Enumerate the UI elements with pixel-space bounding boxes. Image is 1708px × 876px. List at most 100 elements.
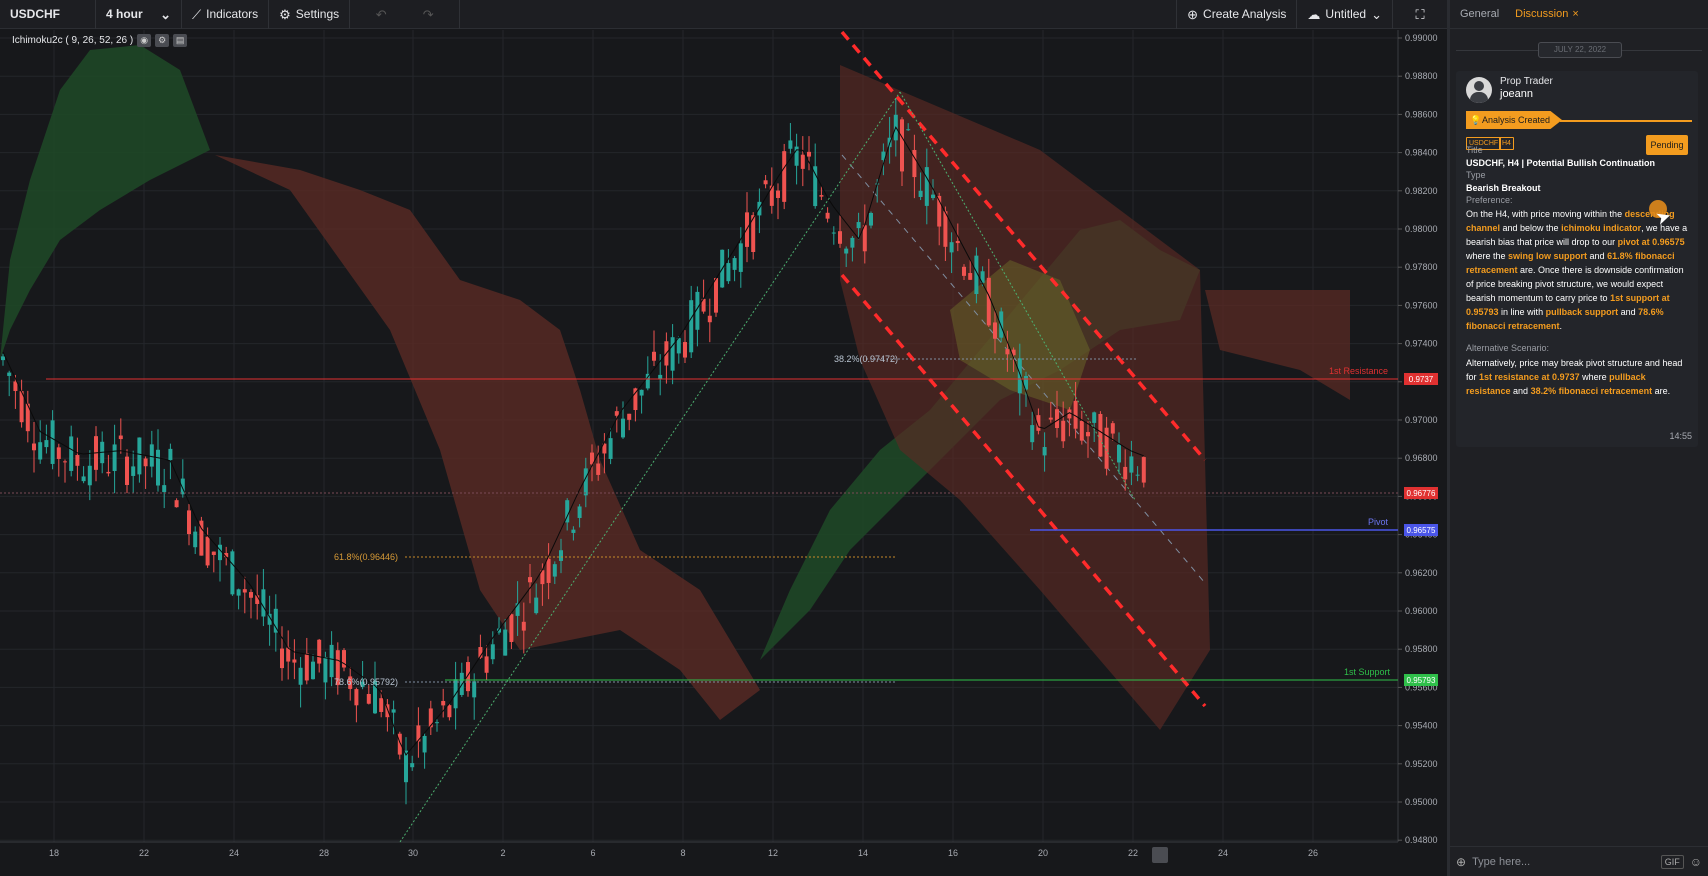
candle-body bbox=[614, 411, 619, 416]
date-tick-label: 24 bbox=[1218, 848, 1228, 858]
title-label: Title bbox=[1466, 145, 1483, 155]
candle-body bbox=[187, 510, 191, 535]
alt-text: where bbox=[1579, 372, 1610, 382]
indicators-button[interactable]: ⟋ Indicators bbox=[182, 0, 270, 29]
author-name[interactable]: joeann bbox=[1500, 88, 1534, 100]
candle-body bbox=[962, 266, 966, 276]
time-axis[interactable]: 18 22 24 28 30 2 6 8 12 14 16 20 22 24 26 bbox=[0, 841, 1398, 858]
fullscreen-button[interactable]: ⛶ bbox=[1393, 0, 1447, 29]
alt-text: are. bbox=[1652, 386, 1671, 396]
candle-body bbox=[1110, 423, 1115, 434]
event-banner: 💡 Analysis Created bbox=[1466, 111, 1562, 129]
candle-body bbox=[81, 476, 86, 482]
candle-body bbox=[707, 315, 712, 323]
message-input[interactable] bbox=[1472, 855, 1655, 868]
date-tick-label: 28 bbox=[319, 848, 329, 858]
author-role: Prop Trader bbox=[1500, 76, 1553, 87]
panel-splitter[interactable] bbox=[1447, 0, 1450, 876]
candle-body bbox=[788, 140, 793, 149]
fib-382-label: 38.2%(0.97472) bbox=[834, 354, 898, 364]
candle-body bbox=[1073, 400, 1078, 429]
candle-body bbox=[596, 463, 601, 475]
gear-icon: ⚙ bbox=[279, 6, 291, 22]
candle-body bbox=[1048, 417, 1053, 420]
close-icon[interactable]: × bbox=[1572, 8, 1579, 20]
symbol-selector[interactable]: USDCHF bbox=[0, 0, 96, 29]
candle-body bbox=[540, 570, 545, 585]
candle-body bbox=[993, 322, 997, 339]
trash-icon[interactable]: ▤ bbox=[173, 34, 188, 47]
candle-body bbox=[447, 705, 452, 718]
candle-body bbox=[304, 653, 309, 681]
candle-body bbox=[311, 661, 315, 680]
date-separator: JULY 22, 2022 bbox=[1450, 39, 1708, 63]
candle-body bbox=[1036, 415, 1041, 431]
date-tick-label: 30 bbox=[408, 848, 418, 858]
lightbulb-icon: 💡 bbox=[1470, 115, 1482, 125]
candle-body bbox=[348, 676, 353, 689]
desc-highlight: swing low support bbox=[1508, 251, 1588, 261]
candle-body bbox=[335, 650, 340, 686]
candle-body bbox=[373, 681, 377, 714]
eye-icon[interactable]: ◉ bbox=[137, 34, 152, 47]
emoji-icon[interactable]: ☺ bbox=[1689, 854, 1702, 869]
candle-body bbox=[478, 647, 483, 658]
alert-icon[interactable] bbox=[1152, 847, 1168, 863]
gear-icon[interactable]: ⚙ bbox=[155, 34, 170, 47]
support-price-tag bbox=[1404, 674, 1438, 686]
candle-body bbox=[825, 212, 830, 219]
avatar-body bbox=[1470, 92, 1488, 103]
candle-body bbox=[13, 381, 18, 392]
analysis-title: USDCHF, H4 | Potential Bullish Continuat… bbox=[1466, 158, 1656, 168]
candle-body bbox=[931, 194, 935, 199]
tab-discussion-wrap[interactable]: Discussion × bbox=[1515, 8, 1579, 20]
fullscreen-icon: ⛶ bbox=[1415, 6, 1425, 22]
create-analysis-button[interactable]: ⊕ Create Analysis bbox=[1176, 0, 1298, 29]
layout-selector[interactable]: ☁ Untitled ⌄ bbox=[1297, 0, 1393, 29]
plus-circle-icon[interactable]: ⊕ bbox=[1456, 854, 1467, 869]
current-price: 0.96776 bbox=[1407, 489, 1436, 498]
panel-tabs: General Discussion × bbox=[1450, 0, 1708, 29]
avatar[interactable] bbox=[1466, 77, 1492, 103]
candle-body bbox=[156, 449, 160, 486]
candle-body bbox=[776, 190, 780, 198]
tab-general[interactable]: General bbox=[1460, 8, 1500, 20]
candle-body bbox=[292, 659, 297, 663]
event-line bbox=[1560, 120, 1692, 122]
price-tick-label: 0.95200 bbox=[1405, 759, 1438, 769]
candle-body bbox=[565, 500, 570, 523]
chart-overlays bbox=[2, 126, 1144, 756]
settings-button[interactable]: ⚙ Settings bbox=[269, 0, 351, 29]
candle-body bbox=[143, 458, 148, 467]
candle-body bbox=[1117, 444, 1121, 463]
candle-body bbox=[621, 418, 625, 438]
desc-highlight: 78.6% fibonacci retracement bbox=[1466, 307, 1664, 331]
ichimoku-cloud bbox=[0, 45, 1350, 730]
tab-discussion[interactable]: Discussion bbox=[1515, 8, 1569, 20]
price-chart[interactable]: 0.99000 0.98800 0.98600 0.98400 0.98200 0.980… bbox=[0, 30, 1447, 876]
candle-body bbox=[360, 681, 365, 687]
undo-icon[interactable]: ↶ bbox=[375, 6, 387, 22]
candle-body bbox=[32, 443, 36, 451]
price-tick-label: 0.97400 bbox=[1405, 339, 1438, 349]
kijun-line bbox=[2, 126, 1144, 756]
candle-body bbox=[689, 300, 694, 353]
indicator-legend: Ichimoku2c ( 9, 26, 52, 26 ) ◉ ⚙ ▤ bbox=[12, 34, 188, 47]
candle-body bbox=[286, 647, 291, 662]
candle-body bbox=[658, 374, 663, 380]
date-tick-label: 20 bbox=[1038, 848, 1048, 858]
candle-body bbox=[912, 149, 917, 178]
candle-body bbox=[1, 356, 5, 361]
fib-trendline-down[interactable] bbox=[899, 91, 1136, 501]
timeframe-tag: H4 bbox=[1499, 137, 1514, 150]
redo-icon[interactable]: ↷ bbox=[422, 6, 434, 22]
date-tick-label: 16 bbox=[948, 848, 958, 858]
gif-button[interactable]: GIF bbox=[1660, 854, 1684, 869]
date-tick-label: 14 bbox=[858, 848, 868, 858]
candle-body bbox=[397, 733, 402, 755]
chart-canvas[interactable]: 0.99000 0.98800 0.98600 0.98400 0.98200 0.980… bbox=[0, 30, 1447, 876]
candle-body bbox=[193, 531, 198, 548]
interval-selector[interactable]: 4 hour ⌄ bbox=[96, 0, 182, 29]
candle-body bbox=[955, 241, 960, 244]
desc-highlight: pullback support bbox=[1545, 307, 1619, 317]
